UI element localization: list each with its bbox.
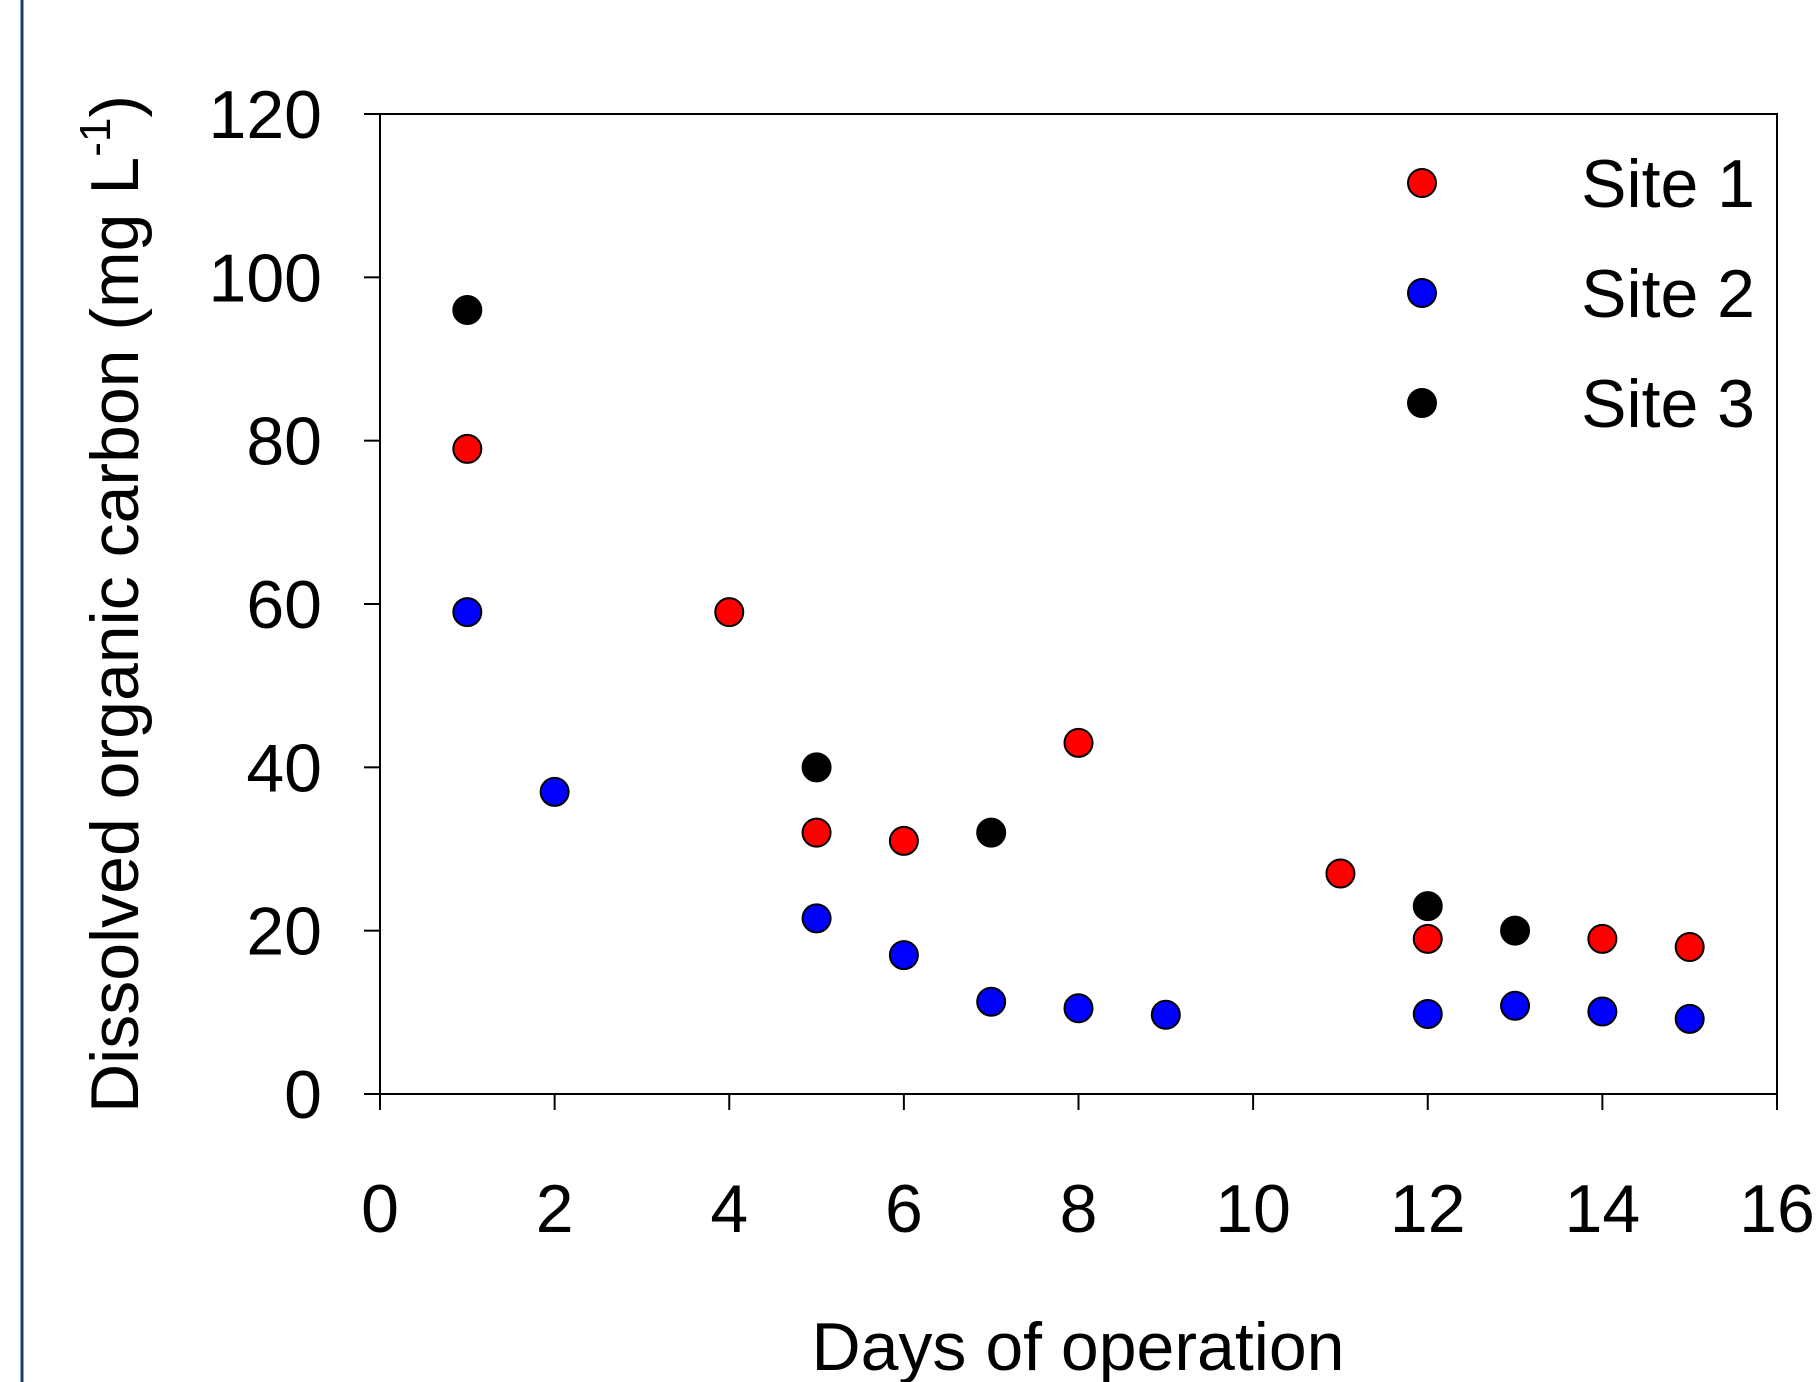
y-tick-label: 40 xyxy=(246,730,322,806)
x-tick-label: 12 xyxy=(1390,1171,1466,1247)
data-point xyxy=(1412,998,1443,1029)
data-point xyxy=(801,752,832,783)
legend-label: Site 3 xyxy=(1581,366,1755,442)
data-point xyxy=(1063,727,1094,758)
data-point xyxy=(1587,923,1618,954)
legend-label: Site 1 xyxy=(1581,146,1755,222)
x-tick-label: 6 xyxy=(885,1171,923,1247)
y-tick-label: 80 xyxy=(246,404,322,480)
data-points xyxy=(452,295,1705,1034)
x-tick-label: 2 xyxy=(536,1171,574,1247)
x-axis-ticks: 0 2 4 6 8 10 12 14 16 xyxy=(361,1094,1815,1247)
y-tick-label: 120 xyxy=(209,77,322,153)
data-point xyxy=(888,825,919,856)
x-axis-label: Days of operation xyxy=(812,1309,1345,1382)
data-point xyxy=(452,295,483,325)
data-point xyxy=(976,986,1007,1017)
data-point xyxy=(1150,999,1181,1030)
data-point xyxy=(1412,891,1443,922)
data-point xyxy=(1325,858,1356,889)
legend: Site 1 Site 2 Site 3 xyxy=(1407,146,1755,442)
data-point xyxy=(801,903,832,934)
data-point xyxy=(714,597,745,628)
data-point xyxy=(1500,915,1531,946)
legend-marker xyxy=(1407,278,1437,308)
data-point xyxy=(1674,1003,1705,1034)
y-axis-label-main: Dissolved organic carbon (mg L xyxy=(77,157,153,1113)
data-point xyxy=(976,817,1007,848)
y-axis-label-superscript: -1 xyxy=(71,118,120,157)
data-point xyxy=(452,597,483,628)
data-point xyxy=(1412,923,1443,954)
x-tick-label: 4 xyxy=(710,1171,748,1247)
y-axis-label-close: ) xyxy=(77,95,153,118)
y-tick-label: 20 xyxy=(246,894,322,970)
data-point xyxy=(452,433,483,464)
x-tick-label: 10 xyxy=(1215,1171,1291,1247)
x-tick-label: 14 xyxy=(1565,1171,1641,1247)
legend-label: Site 2 xyxy=(1581,256,1755,332)
y-tick-label: 100 xyxy=(209,240,322,316)
y-tick-label: 0 xyxy=(284,1057,322,1133)
legend-marker xyxy=(1407,388,1437,418)
data-point xyxy=(801,817,832,848)
data-point xyxy=(1587,996,1618,1027)
y-axis-ticks: 0 20 40 60 80 100 120 xyxy=(209,77,380,1133)
data-point xyxy=(1674,932,1705,962)
x-tick-label: 8 xyxy=(1060,1171,1098,1247)
plot-area xyxy=(379,113,1778,1095)
data-point xyxy=(888,940,919,971)
y-tick-label: 60 xyxy=(246,567,322,643)
y-axis-label: Dissolved organic carbon (mg L-1) xyxy=(71,95,153,1113)
data-point xyxy=(1500,990,1531,1021)
x-tick-label: 0 xyxy=(361,1171,399,1247)
x-tick-label: 16 xyxy=(1739,1171,1815,1247)
legend-marker xyxy=(1407,168,1437,198)
data-point xyxy=(539,776,570,807)
data-point xyxy=(1063,993,1094,1024)
